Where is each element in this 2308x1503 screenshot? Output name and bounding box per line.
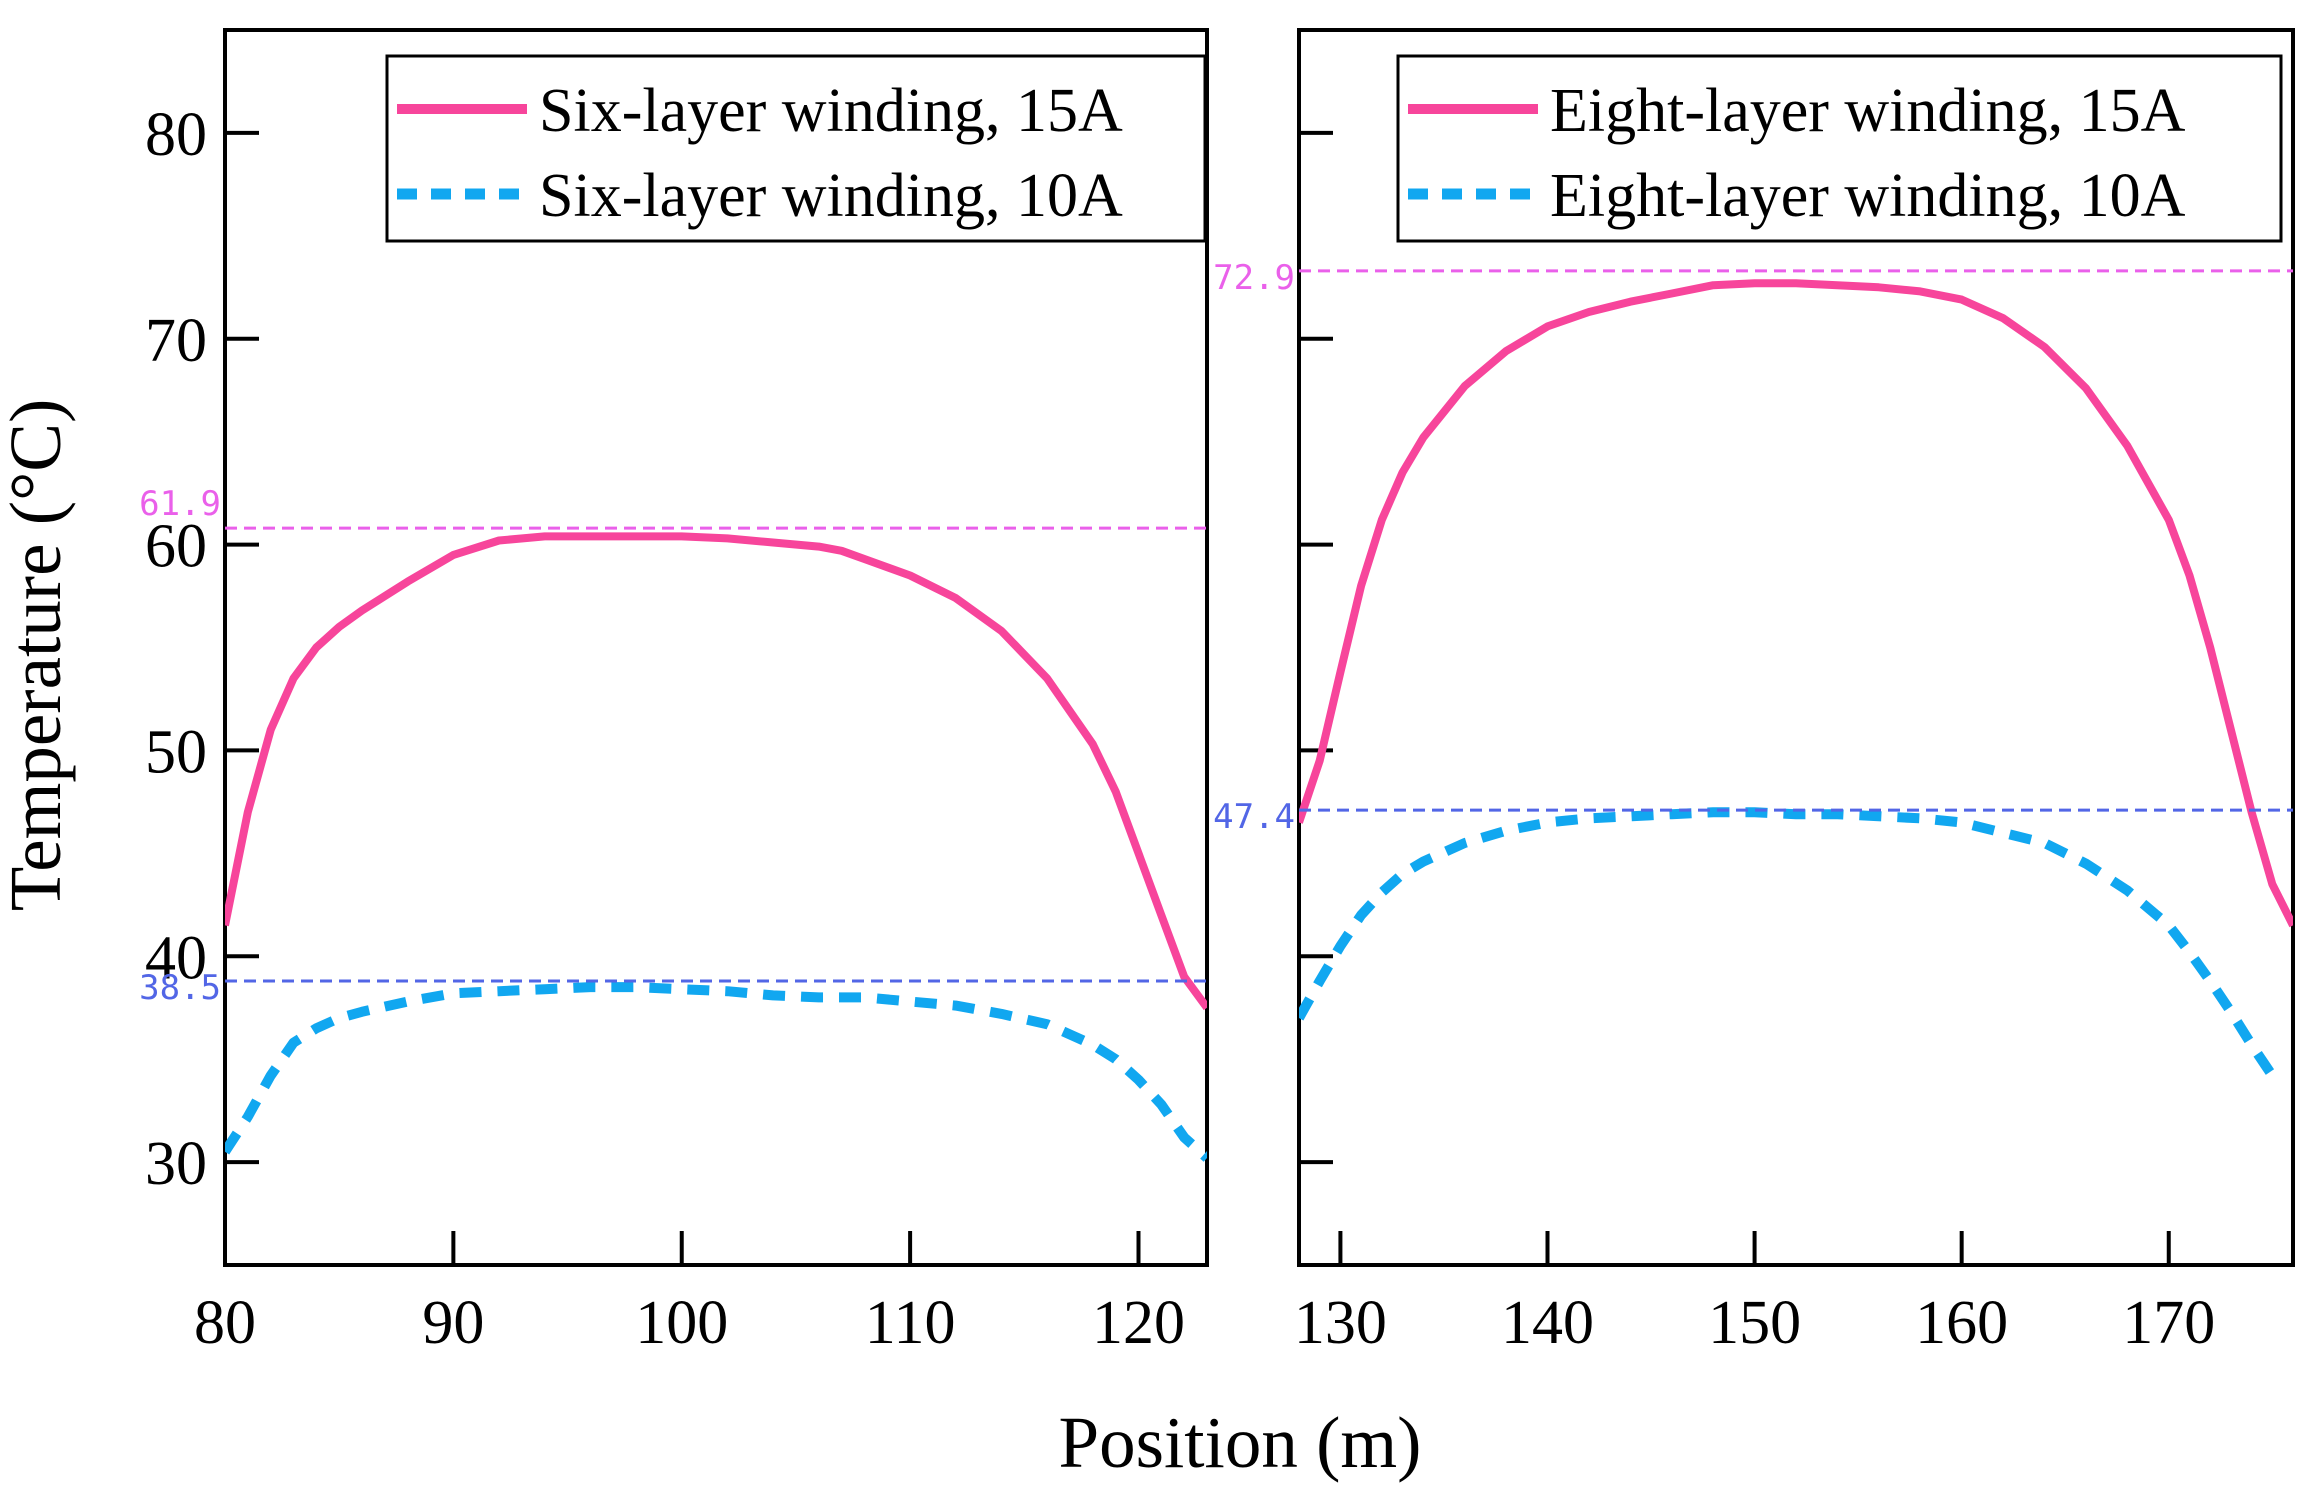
reference-label-47.4: 47.4 [1213, 797, 1295, 837]
series-line-eight-layer-winding-10a [1299, 807, 2277, 1079]
series-line-six-layer-winding-10a [225, 982, 1207, 1162]
legend: Six-layer winding, 15A Six-layer winding,… [385, 54, 1207, 243]
x-tick-label: 90 [422, 1289, 484, 1357]
series-line-eight-layer-winding-15a [1299, 279, 2293, 928]
y-tick-label: 80 [145, 101, 207, 169]
right-panel: 130 140 150 160 170 72.9 47.4 Eight-layer windi… [1213, 28, 2295, 1357]
x-tick-label: 130 [1294, 1289, 1387, 1357]
x-tick-label: 150 [1708, 1289, 1801, 1357]
legend-box [1396, 54, 2283, 243]
x-tick-label: 110 [865, 1289, 956, 1357]
x-tick-label: 140 [1501, 1289, 1594, 1357]
y-tick-label: 40 [145, 924, 207, 992]
left-panel: 30 40 50 60 70 80 80 90 100 110 120 61.9 38.5 Six-lay… [139, 28, 1209, 1357]
legend-entry: Six-layer winding, 10A [539, 162, 1123, 230]
series-line-six-layer-winding-15a [225, 532, 1207, 1011]
legend-box [385, 54, 1207, 243]
x-tick-label: 120 [1092, 1289, 1185, 1357]
legend-entry: Eight-layer winding, 15A [1550, 77, 2186, 145]
reference-label-72.9: 72.9 [1213, 258, 1295, 298]
reference-label-38.5: 38.5 [139, 968, 221, 1008]
legend: Eight-layer winding, 15A Eight-layer wind… [1396, 54, 2283, 243]
y-tick-label: 30 [145, 1130, 207, 1198]
legend-entry: Six-layer winding, 15A [539, 77, 1123, 145]
x-tick-label: 160 [1915, 1289, 2008, 1357]
y-tick-label: 60 [145, 513, 207, 581]
shared-x-axis-label: Position (m) [1058, 1402, 1421, 1483]
reference-label-61.9: 61.9 [139, 484, 221, 524]
plot-frame [223, 28, 1209, 1267]
legend-entry: Eight-layer winding, 10A [1550, 162, 2186, 230]
x-tick-label: 80 [194, 1289, 256, 1357]
y-tick-label: 70 [145, 307, 207, 375]
shared-y-axis-label: Temperature (°C) [0, 399, 76, 912]
plot-frame [1297, 28, 2295, 1267]
x-tick-label: 170 [2122, 1289, 2215, 1357]
y-tick-label: 50 [145, 718, 207, 786]
x-tick-label: 100 [635, 1289, 728, 1357]
